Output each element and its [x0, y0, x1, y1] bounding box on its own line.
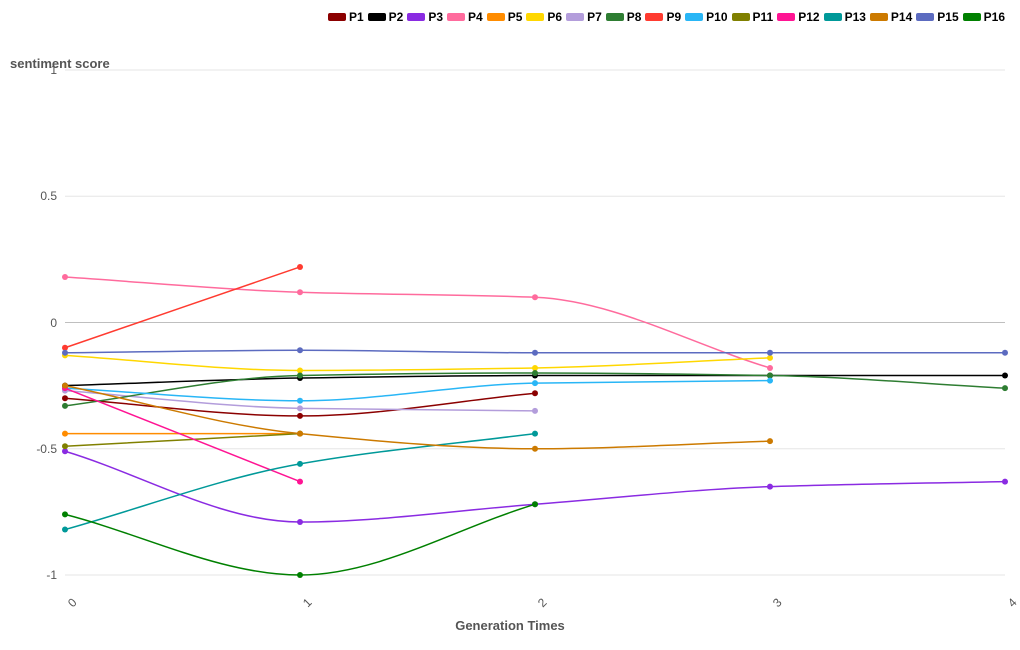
series-marker[interactable]: [532, 501, 538, 507]
series-marker[interactable]: [532, 390, 538, 396]
series-marker[interactable]: [1002, 385, 1008, 391]
sentiment-line-chart: P1P2P3P4P5P6P7P8P9P10P11P12P13P14P15P16 …: [0, 0, 1020, 650]
series-marker[interactable]: [532, 408, 538, 414]
series-marker[interactable]: [297, 479, 303, 485]
series-marker[interactable]: [297, 431, 303, 437]
series-marker[interactable]: [297, 461, 303, 467]
series-marker[interactable]: [767, 484, 773, 490]
series-marker[interactable]: [532, 370, 538, 376]
y-tick-label: 0.5: [17, 189, 57, 203]
series-marker[interactable]: [767, 378, 773, 384]
y-tick-label: -1: [17, 568, 57, 582]
y-tick-label: -0.5: [17, 442, 57, 456]
series-marker[interactable]: [297, 405, 303, 411]
x-axis-title: Generation Times: [0, 618, 1020, 633]
series-marker[interactable]: [62, 403, 68, 409]
series-marker[interactable]: [767, 438, 773, 444]
series-marker[interactable]: [297, 264, 303, 270]
series-marker[interactable]: [62, 383, 68, 389]
series-marker[interactable]: [62, 395, 68, 401]
series-marker[interactable]: [532, 294, 538, 300]
series-marker[interactable]: [297, 289, 303, 295]
series-marker[interactable]: [532, 446, 538, 452]
y-tick-label: 1: [17, 63, 57, 77]
series-marker[interactable]: [767, 350, 773, 356]
series-marker[interactable]: [297, 519, 303, 525]
series-marker[interactable]: [62, 350, 68, 356]
series-marker[interactable]: [62, 274, 68, 280]
series-marker[interactable]: [532, 350, 538, 356]
series-marker[interactable]: [1002, 350, 1008, 356]
y-tick-label: 0: [17, 316, 57, 330]
series-marker[interactable]: [297, 373, 303, 379]
series-marker[interactable]: [1002, 479, 1008, 485]
series-line[interactable]: [65, 355, 770, 370]
series-marker[interactable]: [297, 398, 303, 404]
series-marker[interactable]: [532, 380, 538, 386]
series-line[interactable]: [65, 381, 770, 401]
series-marker[interactable]: [62, 431, 68, 437]
series-marker[interactable]: [297, 413, 303, 419]
series-marker[interactable]: [532, 431, 538, 437]
series-line[interactable]: [65, 504, 535, 575]
series-marker[interactable]: [1002, 373, 1008, 379]
series-marker[interactable]: [62, 443, 68, 449]
series-marker[interactable]: [297, 572, 303, 578]
plot-area: [0, 0, 1020, 650]
series-marker[interactable]: [767, 365, 773, 371]
series-marker[interactable]: [297, 347, 303, 353]
series-marker[interactable]: [62, 527, 68, 533]
series-marker[interactable]: [62, 511, 68, 517]
